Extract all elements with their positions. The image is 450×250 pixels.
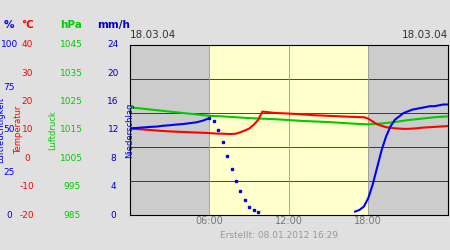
Text: 0: 0 [6,210,12,220]
Text: 20: 20 [22,97,33,106]
Text: 16: 16 [108,97,119,106]
Text: 18.03.04: 18.03.04 [401,30,448,40]
Text: -20: -20 [20,210,35,220]
Text: hPa: hPa [61,20,82,30]
Text: 985: 985 [63,210,80,220]
Bar [209,45,369,215]
Text: 0: 0 [24,154,30,163]
Text: 40: 40 [22,40,33,50]
Text: 18.03.04: 18.03.04 [130,30,176,40]
Text: 8: 8 [110,154,116,163]
Text: Niederschlag: Niederschlag [126,102,135,158]
Text: 12: 12 [108,126,119,134]
Text: 25: 25 [4,168,15,177]
Text: °C: °C [21,20,34,30]
Text: Luftdruck: Luftdruck [48,110,57,150]
Text: 1025: 1025 [60,97,83,106]
Text: 1015: 1015 [60,126,83,134]
Text: 20: 20 [108,69,119,78]
Text: 30: 30 [22,69,33,78]
Text: 995: 995 [63,182,80,191]
Text: 10: 10 [22,126,33,134]
Text: 4: 4 [110,182,116,191]
Text: 1005: 1005 [60,154,83,163]
Text: Temperatur: Temperatur [14,106,23,154]
Text: 50: 50 [3,126,15,134]
Text: 24: 24 [108,40,119,50]
Text: 75: 75 [3,83,15,92]
Text: Erstellt: 08.01.2012 16:29: Erstellt: 08.01.2012 16:29 [220,231,338,240]
Text: 0: 0 [110,210,116,220]
Text: 1035: 1035 [60,69,83,78]
Text: mm/h: mm/h [97,20,130,30]
Text: Luftfeuchtigkeit: Luftfeuchtigkeit [0,97,5,163]
Text: 100: 100 [0,40,18,50]
Text: 1045: 1045 [60,40,83,50]
Text: %: % [4,20,14,30]
Text: -10: -10 [20,182,35,191]
